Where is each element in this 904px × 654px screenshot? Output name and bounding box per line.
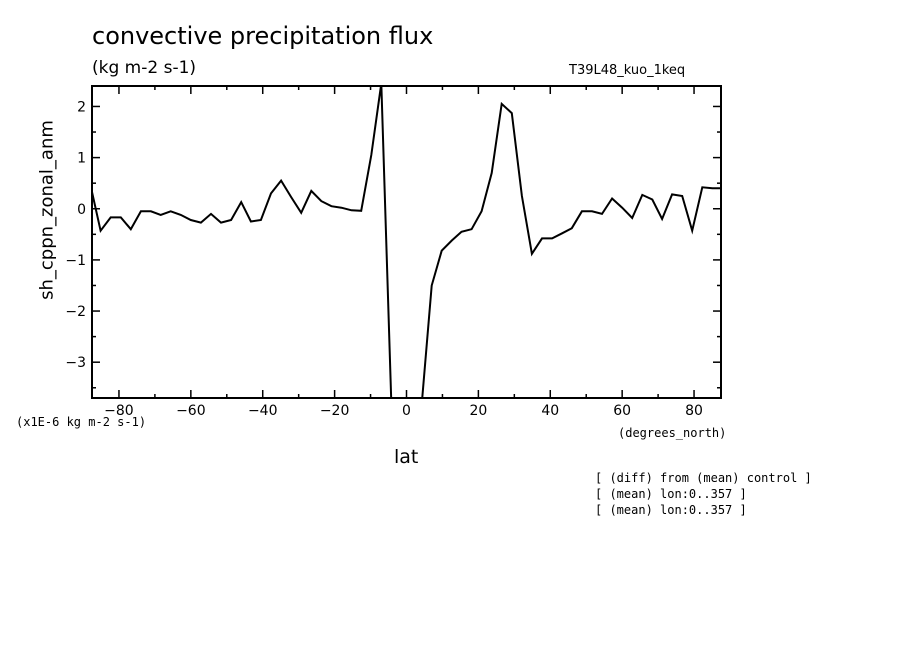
x-units-label: (degrees_north) bbox=[618, 426, 727, 440]
run-label: T39L48_kuo_1keq bbox=[569, 63, 686, 78]
x-tick-label: 40 bbox=[541, 403, 559, 419]
x-tick-label: −20 bbox=[320, 403, 350, 419]
data-line bbox=[92, 86, 721, 398]
y-axis-label: sh_cppn_zonal_anm bbox=[36, 120, 58, 300]
y-tick-label: −1 bbox=[65, 253, 86, 269]
note-line: [ (mean) lon:0..357 ] bbox=[595, 487, 747, 501]
x-axis-label: lat bbox=[394, 446, 419, 468]
y-tick-label: −3 bbox=[65, 355, 86, 371]
units-label: (kg m-2 s-1) bbox=[92, 58, 197, 78]
note-line: [ (diff) from (mean) control ] bbox=[595, 471, 812, 485]
x-tick-label: 80 bbox=[685, 403, 703, 419]
note-line: [ (mean) lon:0..357 ] bbox=[595, 503, 747, 517]
axis-ticks bbox=[92, 86, 721, 398]
x-tick-label: −80 bbox=[104, 403, 134, 419]
x-tick-label: 60 bbox=[613, 403, 631, 419]
tick-labels: −80 −60 −40 −20 0 20 40 60 80 −3 −2 −1 0 1 2 bbox=[65, 99, 703, 419]
x-tick-label: 0 bbox=[402, 403, 411, 419]
plot-frame bbox=[91, 85, 722, 399]
x-tick-label: −60 bbox=[176, 403, 206, 419]
y-tick-label: −2 bbox=[65, 304, 86, 320]
x-tick-label: −40 bbox=[248, 403, 278, 419]
y-tick-label: 0 bbox=[77, 202, 86, 218]
x-tick-label: 20 bbox=[469, 403, 487, 419]
scale-note: (x1E-6 kg m-2 s-1) bbox=[16, 415, 147, 429]
y-tick-label: 1 bbox=[77, 151, 86, 167]
chart-title: convective precipitation flux bbox=[92, 22, 434, 50]
y-tick-label: 2 bbox=[77, 99, 86, 115]
